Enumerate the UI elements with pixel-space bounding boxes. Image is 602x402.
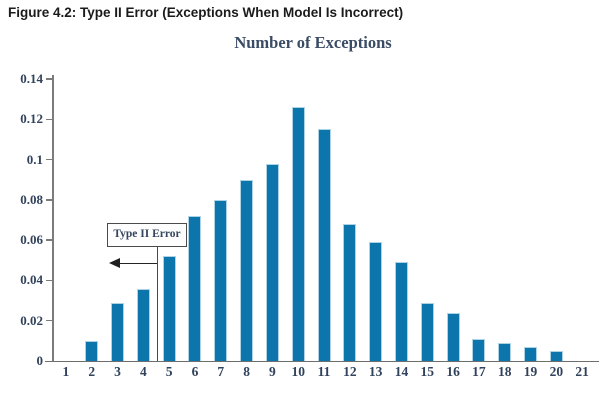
x-tick-label-18: 18 (497, 364, 512, 379)
y-tick-mark (45, 279, 53, 282)
y-tick-label: 0 (36, 353, 44, 368)
x-tick-label-1: 1 (62, 364, 70, 379)
annotation-vertical-line (156, 246, 158, 361)
bar-slot-19 (518, 79, 544, 361)
x-tick-label-8: 8 (243, 364, 250, 379)
x-tick-label-13: 13 (368, 364, 383, 379)
type2-error-label: Type II Error (107, 223, 187, 247)
y-tick-mark (45, 319, 53, 322)
bar-16 (446, 312, 460, 361)
y-tick-label: 0.1 (26, 151, 43, 167)
x-tick-label-10: 10 (291, 364, 305, 379)
bar-12 (343, 224, 357, 361)
bar-slot-10 (285, 79, 311, 361)
x-axis (45, 360, 599, 363)
bar-slot-17 (466, 79, 492, 361)
x-tick-label-19: 19 (523, 364, 538, 379)
x-tick-label-16: 16 (446, 364, 460, 379)
x-tick-label-5: 5 (165, 364, 173, 379)
bar-5 (162, 256, 176, 361)
y-tick-label: 0.12 (20, 111, 43, 127)
bar-slot-5 (156, 79, 182, 361)
x-tick-label-9: 9 (269, 364, 276, 379)
x-tick-label-15: 15 (420, 364, 435, 379)
bar-3 (111, 302, 125, 361)
bar-14 (394, 262, 408, 361)
bar-8 (240, 179, 254, 361)
bar-slot-14 (389, 79, 415, 361)
bar-9 (265, 163, 279, 361)
annotation-arrow-shaft (120, 262, 157, 264)
x-tick-label-14: 14 (394, 364, 409, 379)
bar-slot-1 (53, 79, 79, 361)
y-tick-mark (45, 239, 53, 241)
bar-2 (85, 340, 99, 361)
x-tick-label-20: 20 (549, 364, 564, 379)
bar-10 (291, 107, 305, 361)
bar-13 (369, 242, 383, 361)
chart-title: Number of Exceptions (234, 33, 392, 52)
bar-18 (498, 342, 512, 361)
x-tick-label-2: 2 (88, 364, 96, 379)
bar-19 (524, 346, 538, 361)
y-axis (52, 75, 54, 362)
x-tick-labels: 1 2 3 4 5 6 7 8 9 10 11 12 13 14 15 16 17 18 19 20 21 (53, 364, 595, 380)
bar-6 (188, 215, 202, 361)
x-tick-label-7: 7 (217, 364, 225, 379)
y-tick-label: 0.04 (20, 272, 43, 288)
x-tick-label-3: 3 (114, 364, 121, 379)
x-tick-label-21: 21 (575, 364, 589, 379)
bar-slot-11 (311, 79, 337, 361)
bar-slot-7 (208, 79, 234, 361)
bar-slot-9 (260, 79, 286, 361)
y-tick-label: 0.08 (20, 191, 43, 207)
bar-slot-4 (130, 79, 156, 361)
y-tick-label: 0.06 (20, 232, 43, 248)
bar-7 (214, 199, 228, 361)
bar-slot-6 (182, 79, 208, 361)
y-tick-label: 0.14 (20, 71, 43, 86)
bar-17 (472, 338, 486, 361)
annotation-arrowhead-left-icon (109, 258, 120, 268)
x-tick-label-17: 17 (472, 364, 486, 379)
bar-11 (317, 129, 331, 361)
bar-slot-21 (569, 79, 595, 361)
bar-slot-13 (363, 79, 389, 361)
bar-20 (549, 350, 563, 361)
x-tick-label-4: 4 (139, 364, 147, 379)
plot-area (53, 79, 595, 361)
bar-slot-2 (79, 79, 105, 361)
y-tick-label: 0.02 (20, 312, 43, 328)
bar-15 (420, 302, 434, 361)
x-tick-label-6: 6 (191, 364, 199, 379)
y-tick-mark (45, 78, 53, 80)
bar-slot-18 (492, 79, 518, 361)
bar-slot-16 (440, 79, 466, 361)
figure-caption: Figure 4.2: Type II Error (Exceptions Wh… (8, 5, 404, 20)
bar-slot-20 (543, 79, 569, 361)
bar-slot-15 (414, 79, 440, 361)
y-tick-mark (45, 158, 53, 161)
bar-slot-12 (337, 79, 363, 361)
x-tick-label-12: 12 (343, 364, 357, 379)
bar-slot-8 (234, 79, 260, 361)
x-tick-label-11: 11 (317, 364, 331, 379)
bar-slot-3 (105, 79, 131, 361)
y-tick-mark (45, 118, 53, 121)
bar-4 (136, 288, 150, 361)
y-tick-mark (45, 199, 53, 201)
